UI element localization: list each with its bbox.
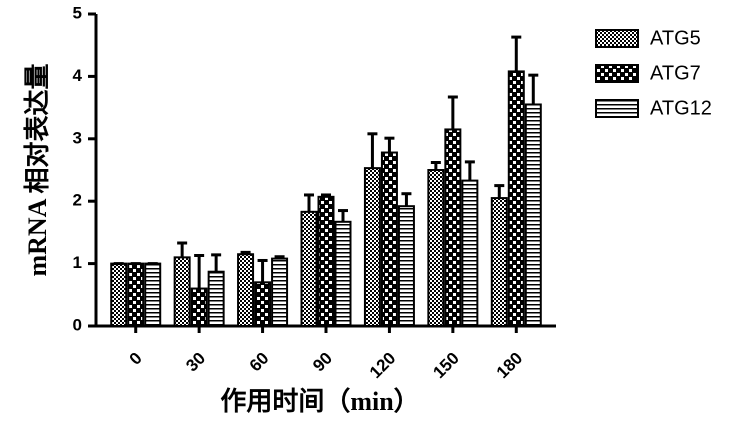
bar: [363, 167, 381, 327]
bar: [397, 205, 415, 327]
bar: [334, 220, 352, 328]
bar: [490, 197, 508, 327]
x-tick-label: 180: [493, 349, 526, 382]
y-tick-label: 1: [73, 253, 82, 272]
x-tick-label: 0: [126, 349, 146, 369]
legend-swatch: [595, 64, 639, 83]
x-axis-label: 作用时间（min）: [220, 387, 419, 416]
legend-swatch: [595, 99, 639, 118]
bar: [317, 195, 335, 327]
y-tick-label: 2: [73, 191, 82, 210]
bar: [110, 262, 128, 328]
bar: [507, 70, 525, 327]
bar: [127, 262, 145, 328]
y-axis-label: mRNA 相对表达量: [23, 63, 52, 276]
bar: [380, 151, 398, 327]
bar: [427, 169, 445, 327]
y-tick-label: 4: [73, 66, 83, 85]
x-tick-label: 60: [246, 349, 273, 376]
x-tick-label: 120: [366, 349, 399, 382]
bar: [271, 257, 289, 327]
bar: [173, 256, 191, 327]
bar: [300, 210, 318, 327]
bar: [237, 253, 255, 328]
y-tick-label: 3: [73, 128, 82, 147]
x-tick-label: 150: [429, 349, 462, 382]
x-tick-label: 90: [309, 349, 336, 376]
bar: [444, 128, 462, 327]
bar: [254, 281, 272, 328]
bar: [144, 262, 162, 328]
y-tick-label: 0: [73, 315, 82, 334]
bar: [207, 270, 225, 328]
legend-label: ATG7: [650, 62, 701, 84]
legend-swatch: [595, 29, 639, 48]
legend-label: ATG12: [650, 97, 712, 119]
bar: [190, 287, 208, 327]
legend-label: ATG5: [650, 27, 701, 49]
bar: [524, 103, 542, 328]
x-tick-label: 30: [182, 349, 209, 376]
bar: [461, 179, 479, 327]
y-tick-label: 5: [73, 3, 82, 22]
